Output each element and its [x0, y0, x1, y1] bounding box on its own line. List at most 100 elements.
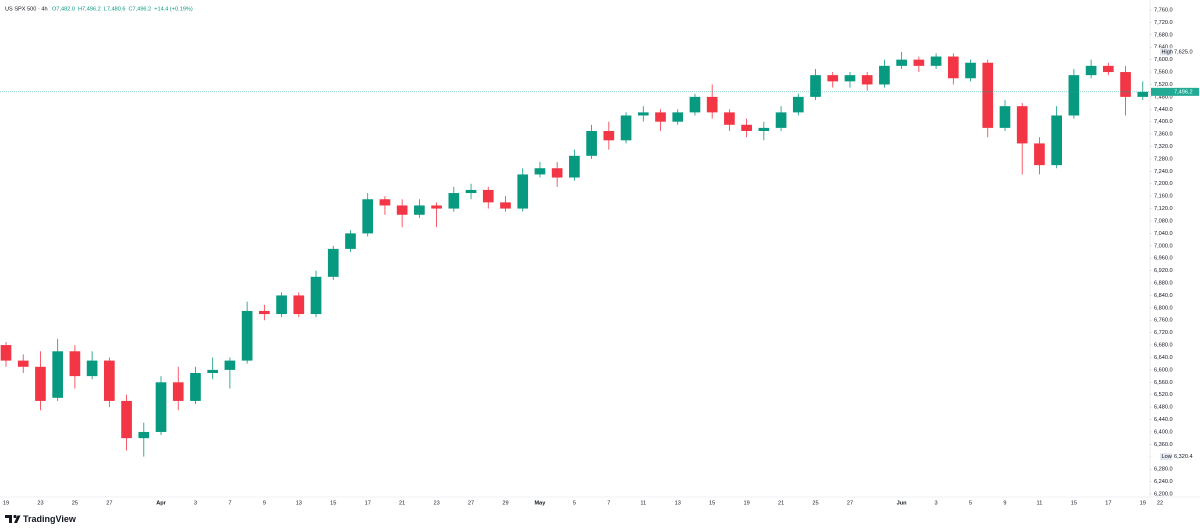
candle-body: [913, 59, 925, 66]
candle-body: [844, 75, 856, 82]
candle-body: [965, 62, 976, 79]
candle-body: [982, 62, 994, 128]
y-tick-label: 7,440.0: [1154, 107, 1173, 113]
price-tag: [1151, 452, 1199, 461]
ohlc-readout: O7,482.0 H7,496.2 L7,480.6 C7,496.2 +14.4 (+…: [52, 6, 193, 12]
x-tick-label: 21: [778, 500, 784, 506]
x-tick-label: 13: [296, 500, 302, 506]
price-tag-name-box: [1160, 453, 1172, 461]
y-tick-label: 6,440.0: [1154, 417, 1173, 423]
y-tick-label: 7,280.0: [1154, 156, 1173, 162]
plot-area: [0, 51, 1150, 457]
x-tick-label: 5: [969, 500, 972, 506]
candle-body: [637, 112, 649, 116]
x-tick-label: 22: [1157, 500, 1163, 506]
x-tick-label: 7: [228, 500, 231, 506]
candle-body: [362, 199, 374, 234]
x-tick-label: May: [534, 500, 546, 506]
x-tick-label: 25: [812, 500, 818, 506]
x-tick-label: 7: [607, 500, 610, 506]
x-tick-label: 3: [194, 500, 197, 506]
candle-body: [293, 295, 305, 315]
price-tag: [1151, 47, 1199, 56]
y-tick-label: 7,000.0: [1154, 243, 1173, 249]
candle-body: [758, 127, 770, 131]
price-tag-value: 6,320.4: [1174, 454, 1193, 460]
y-tick-label: 6,280.0: [1154, 467, 1173, 473]
candle-body: [259, 310, 270, 315]
candle-body: [276, 295, 287, 315]
candle-body: [1085, 65, 1097, 76]
logo-mark: [5, 515, 12, 523]
x-tick-label: 15: [1071, 500, 1077, 506]
y-tick-label: 6,480.0: [1154, 405, 1173, 411]
candle-body: [224, 360, 236, 370]
header: US SPX 500 · 4h: [5, 6, 48, 12]
logo-dot: [13, 514, 17, 519]
x-tick-label: 27: [106, 500, 112, 506]
candle-body: [52, 351, 64, 398]
candle-body: [1102, 65, 1114, 73]
candle-body: [879, 65, 890, 85]
x-tick-label: Apr: [156, 500, 166, 506]
logo-mark: [14, 515, 21, 523]
x-tick-label: 17: [1105, 500, 1111, 506]
candle-body: [500, 202, 511, 209]
x-tick-label: 3: [935, 500, 938, 506]
price-tag-value: 7,625.0: [1174, 49, 1193, 55]
y-tick-label: 6,720.0: [1154, 330, 1173, 336]
y-tick-label: 7,320.0: [1154, 144, 1173, 150]
readout-value: L7,480.6: [104, 6, 126, 12]
chart-title: US SPX 500 · 4h: [5, 6, 48, 12]
candle-body: [569, 155, 580, 178]
candle-body: [1137, 91, 1149, 97]
candle-body: [930, 56, 942, 66]
x-tick-label: 9: [263, 500, 266, 506]
candle-body: [241, 310, 253, 361]
y-tick-label: 7,640.0: [1154, 45, 1173, 51]
candle-body: [190, 373, 201, 401]
y-tick-label: 7,760.0: [1154, 7, 1173, 13]
candle-body: [0, 345, 12, 361]
candle-body: [448, 193, 460, 209]
candle-body: [1051, 115, 1062, 166]
y-tick-label: 6,880.0: [1154, 281, 1173, 287]
y-tick-label: 7,520.0: [1154, 82, 1173, 88]
price-tag-name-box: [1160, 48, 1172, 56]
axes: 6,200.06,240.06,280.06,320.06,360.06,400…: [3, 7, 1199, 506]
candle-body: [999, 106, 1011, 128]
readout-value: C7,496.2: [129, 6, 152, 12]
y-tick-label: 6,680.0: [1154, 343, 1173, 349]
brand-name: TradingView: [23, 514, 77, 524]
candle-body: [672, 112, 684, 122]
x-tick-label: 29: [502, 500, 508, 506]
y-tick-label: 7,560.0: [1154, 70, 1173, 76]
x-tick-label: 21: [399, 500, 405, 506]
y-tick-label: 6,960.0: [1154, 256, 1173, 262]
y-tick-label: 6,240.0: [1154, 479, 1173, 485]
candle-body: [17, 360, 29, 367]
y-tick-label: 6,400.0: [1154, 429, 1173, 435]
x-tick-label: 15: [330, 500, 336, 506]
y-tick-label: 6,800.0: [1154, 305, 1173, 311]
candle-body: [810, 75, 821, 97]
candle-body: [827, 75, 839, 82]
price-tag-name: Low: [1162, 454, 1173, 460]
x-tick-label: Jun: [897, 500, 908, 506]
y-tick-label: 6,640.0: [1154, 355, 1173, 361]
candle-body: [482, 189, 494, 203]
candle-body: [1120, 72, 1131, 97]
y-tick-label: 6,520.0: [1154, 392, 1173, 398]
x-tick-label: 23: [433, 500, 439, 506]
y-tick-label: 7,040.0: [1154, 231, 1173, 237]
y-tick-label: 6,360.0: [1154, 442, 1173, 448]
candle-body: [155, 382, 167, 432]
candle-body: [896, 59, 907, 66]
price-tag-name: High: [1162, 49, 1174, 55]
y-tick-label: 7,200.0: [1154, 181, 1173, 187]
candle-body: [861, 75, 873, 85]
candle-body: [35, 366, 46, 401]
candle-body: [1068, 75, 1080, 116]
